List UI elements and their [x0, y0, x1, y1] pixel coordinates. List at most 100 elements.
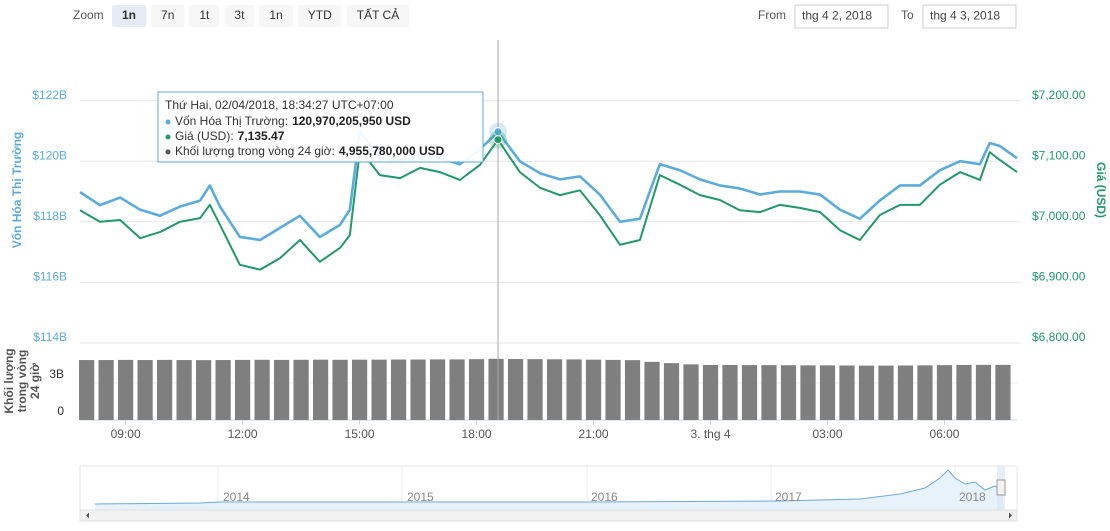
navigator-label: 2015 [407, 490, 434, 504]
volume-bar [839, 365, 855, 420]
tooltip-box [157, 91, 484, 163]
x-tick-label: 15:00 [345, 427, 375, 441]
volume-bar [118, 359, 134, 420]
range-to-input[interactable] [922, 4, 1017, 29]
tooltip-row-value: 7,135.47 [238, 129, 285, 143]
navigator-label: 2016 [591, 490, 618, 504]
zoom-button[interactable] [151, 5, 185, 27]
tooltip: Thứ Hai, 02/04/2018, 18:34:27 UTC+07:00 V… [157, 91, 484, 163]
volume-bar [702, 364, 719, 420]
tooltip-row-label: Khối lượng trong vòng 24 giờ: [175, 144, 335, 158]
x-tick-label: 21:00 [579, 427, 609, 441]
volume-bar [546, 359, 563, 420]
range-from-input[interactable] [794, 4, 889, 29]
volume-bar [936, 365, 953, 420]
zoom-button[interactable] [297, 5, 342, 27]
x-tick-label: 18:00 [462, 427, 492, 441]
volume-bar [429, 359, 446, 420]
y-tick-label: $116B [33, 270, 67, 284]
zoom-button[interactable] [346, 5, 410, 27]
y2-tick-label: $7,000.00 [1032, 209, 1086, 223]
volume-bar [761, 365, 777, 420]
y2-tick-label: $7,100.00 [1032, 148, 1086, 162]
volume-tick-label: 3B [49, 367, 64, 381]
volume-bar [137, 360, 153, 420]
navigator-handle[interactable] [996, 479, 1006, 496]
zoom-button[interactable] [112, 5, 147, 27]
volume-bar [819, 365, 836, 420]
volume-bar [624, 360, 641, 420]
volume-bar [858, 365, 875, 420]
volume-bar [566, 359, 582, 420]
volume-axis-title: 24 giờ [28, 363, 42, 399]
volume-tick-label: 0 [57, 404, 64, 418]
range-from-label: From [758, 8, 786, 22]
tooltip-bullet [165, 119, 171, 125]
zoom-button[interactable] [189, 5, 220, 27]
volume-bar [800, 365, 816, 420]
volume-bar [176, 360, 192, 420]
tooltip-title: Thứ Hai, 02/04/2018, 18:34:27 UTC+07:00 [165, 98, 394, 112]
zoom-button-label: 1t [199, 8, 210, 22]
series-line [79, 138, 1018, 271]
zoom-button-label: 3t [234, 8, 245, 22]
range-to-label: To [901, 8, 914, 22]
navigator-label: 2018 [959, 490, 986, 504]
hover-marker [493, 135, 503, 145]
x-tick-label: 06:00 [929, 427, 959, 441]
y2-tick-label: $7,200.00 [1032, 88, 1086, 102]
tooltip-row-value: 4,955,780,000 USD [339, 144, 445, 158]
zoom-button-label: 1n [122, 8, 136, 22]
volume-bar [507, 359, 524, 420]
navigator-label: 2017 [775, 490, 802, 504]
series-line [79, 129, 1018, 242]
volume-bar [293, 359, 309, 420]
navigator [79, 465, 1018, 522]
scrollbar[interactable] [79, 509, 1018, 522]
tooltip-bullet [165, 149, 171, 155]
y-tick-label: $118B [33, 209, 67, 223]
range-from-value: thg 4 2, 2018 [802, 9, 872, 23]
scroll-left-arrow[interactable] [86, 512, 89, 519]
volume-bar [956, 364, 972, 420]
volume-bar [683, 364, 699, 420]
volume-bar [917, 365, 933, 420]
y-tick-label: $120B [32, 148, 67, 162]
volume-bar [975, 364, 992, 420]
volume-bar [410, 359, 426, 420]
y2-tick-label: $6,900.00 [1032, 270, 1086, 284]
zoom-button[interactable] [224, 5, 255, 27]
volume-bar [273, 359, 290, 420]
zoom-button-label: YTD [308, 8, 332, 22]
x-tick-label: 3. thg 4 [691, 427, 731, 441]
volume-bar [741, 365, 758, 420]
volume-axis-title: trong vòng [15, 350, 29, 413]
zoom-button[interactable] [259, 5, 293, 27]
zoom-button-label: 7n [161, 8, 174, 22]
x-tick-label: 12:00 [228, 427, 258, 441]
volume-bar [449, 359, 465, 420]
zoom-button-label: TẤT CẢ [357, 7, 399, 22]
volume-bar [390, 359, 407, 420]
volume-bar [332, 359, 348, 420]
tooltip-row-label: Giá (USD): [175, 129, 234, 143]
y2-tick-label: $6,800.00 [1032, 330, 1086, 344]
volume-bar [371, 359, 387, 420]
volume-bar [488, 358, 504, 420]
volume-bar [351, 359, 368, 420]
volume-bar [722, 364, 738, 420]
x-tick-label: 03:00 [812, 427, 842, 441]
y-axis-title: Vốn Hóa Thị Trường [10, 132, 24, 249]
navigator-label: 2014 [223, 490, 250, 504]
zoom-label: Zoom [73, 8, 104, 22]
volume-bar [234, 359, 251, 420]
scroll-right-arrow[interactable] [1009, 512, 1012, 519]
volume-bar [585, 359, 602, 420]
volume-bar [215, 360, 231, 420]
x-tick-label: 09:00 [111, 427, 141, 441]
volume-bar [254, 359, 270, 420]
tooltip-row-label: Vốn Hóa Thị Trường: [175, 114, 288, 128]
volume-bar [897, 365, 914, 420]
